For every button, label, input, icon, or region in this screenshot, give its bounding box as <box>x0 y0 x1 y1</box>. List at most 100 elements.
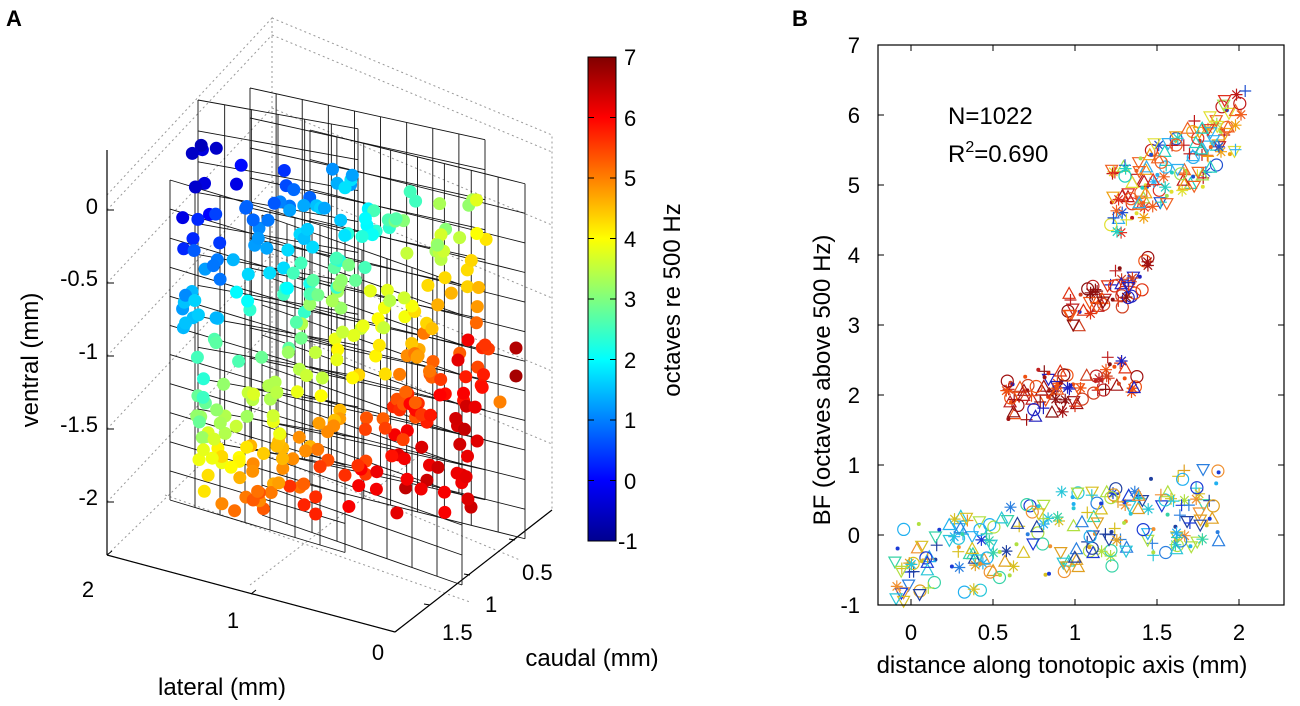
recording-site-point <box>405 299 419 313</box>
recording-site-point <box>408 396 422 410</box>
recording-site-point <box>453 231 467 245</box>
bf-marker-dot <box>1036 367 1041 372</box>
bf-marker-dot <box>1047 571 1051 576</box>
recording-site-point <box>230 285 243 299</box>
recording-site-point <box>330 353 344 367</box>
recording-site-point <box>206 259 220 273</box>
bf-marker-triangle <box>1211 533 1226 547</box>
bf-marker-circle <box>1107 488 1121 502</box>
bf-marker-triangle-down <box>1026 538 1041 552</box>
recording-site-point <box>380 283 394 297</box>
bf-marker-asterisk <box>1235 108 1247 121</box>
bf-marker-triangle <box>1067 550 1082 563</box>
recording-site-point <box>453 437 467 451</box>
recording-site-point <box>191 212 205 226</box>
bf-marker-dot <box>1141 200 1146 205</box>
recording-site-point <box>273 427 287 441</box>
bf-marker-dot <box>1207 516 1212 521</box>
recording-site-point <box>197 372 210 386</box>
bf-marker-triangle <box>1137 174 1152 187</box>
bf-marker-triangle-down <box>1131 157 1146 170</box>
bf-marker-dot <box>1043 572 1048 577</box>
bf-marker-triangle-down <box>1119 545 1134 559</box>
bf-marker-dot <box>937 527 942 532</box>
bf-marker-dot <box>998 573 1003 577</box>
bf-marker-circle <box>897 522 911 537</box>
recording-site-point <box>369 482 383 496</box>
bf-marker-triangle <box>1016 388 1031 401</box>
ventral-tick-2: -1 <box>78 339 98 364</box>
recording-site-point <box>449 412 463 425</box>
recording-site-point <box>270 385 284 399</box>
bf-marker-plus <box>1089 283 1102 296</box>
recording-site-point <box>345 168 359 182</box>
bf-marker-triangle <box>920 562 935 576</box>
colorbar-tick-4: 3 <box>624 287 636 312</box>
bf-marker-dot <box>1151 550 1156 555</box>
bf-marker-triangle <box>1086 545 1101 559</box>
recording-site-point <box>433 388 447 402</box>
bf-marker-plus <box>1085 489 1098 502</box>
bf-marker-triangle <box>1195 167 1210 181</box>
bf-marker-dot <box>1046 394 1051 399</box>
panel-b-data-points <box>887 85 1252 609</box>
recording-site-point <box>241 294 255 308</box>
bf-marker-plus <box>1183 147 1196 160</box>
bf-marker-circle <box>1130 370 1144 384</box>
bf-marker-dot <box>1078 292 1083 297</box>
bf-marker-dot <box>1070 495 1075 500</box>
bf-marker-plus <box>1146 537 1159 550</box>
bf-marker-triangle-down <box>1147 138 1162 151</box>
recording-site-point <box>351 459 365 472</box>
bf-marker-triangle-down <box>1192 507 1207 521</box>
lateral-tick-0: 2 <box>82 577 94 602</box>
bf-marker-triangle <box>1028 409 1043 422</box>
bf-marker-triangle-down <box>1121 188 1136 201</box>
recording-site-point <box>363 284 377 298</box>
bf-marker-circle <box>1104 218 1118 232</box>
recording-site-point <box>196 443 210 457</box>
recording-site-point <box>383 294 397 308</box>
recording-site-point <box>398 310 412 324</box>
bf-marker-triangle <box>1131 488 1146 501</box>
bf-marker-triangle-down <box>1096 296 1111 310</box>
bf-marker-triangle-down <box>1227 145 1242 159</box>
bf-marker-asterisk <box>976 557 989 570</box>
bf-marker-triangle <box>1203 160 1218 173</box>
recording-site-point <box>461 492 475 506</box>
bf-marker-asterisk <box>1100 363 1112 376</box>
bf-marker-asterisk <box>1157 170 1170 183</box>
recording-site-point <box>437 485 451 499</box>
recording-site-point <box>289 315 303 329</box>
recording-site-point <box>186 232 200 246</box>
bf-marker-asterisk <box>1212 140 1225 153</box>
recording-site-point <box>290 385 304 399</box>
recording-site-point <box>342 258 356 272</box>
lateral-tick-labels: 2 1 0 <box>82 577 384 665</box>
bf-marker-dot <box>1006 417 1011 421</box>
caudal-tick-labels: 0.5 1 1.5 <box>442 560 553 645</box>
bf-marker-dot <box>1025 532 1030 537</box>
recording-site-point <box>226 253 240 267</box>
bf-marker-triangle-down <box>1090 517 1105 531</box>
bf-marker-triangle <box>1109 378 1124 391</box>
bf-marker-dot <box>1134 211 1139 216</box>
bf-marker-dot <box>1138 156 1143 161</box>
bf-marker-plus <box>1013 520 1026 533</box>
recording-site-point <box>326 162 339 176</box>
bf-marker-asterisk <box>967 583 980 596</box>
bf-marker-dot <box>1191 174 1196 179</box>
bf-marker-plus <box>922 581 935 594</box>
bf-marker-asterisk <box>890 580 903 593</box>
recording-site-point <box>433 197 447 211</box>
recording-site-point <box>280 281 294 295</box>
recording-site-point <box>213 416 227 430</box>
bf-marker-dot <box>1214 481 1219 486</box>
bf-marker-asterisk <box>1050 382 1063 395</box>
bf-marker-circle <box>1087 386 1101 400</box>
recording-site-point <box>438 505 452 519</box>
recording-site-point <box>228 504 242 518</box>
bf-marker-triangle <box>965 541 980 555</box>
bf-marker-plus <box>1101 351 1114 364</box>
